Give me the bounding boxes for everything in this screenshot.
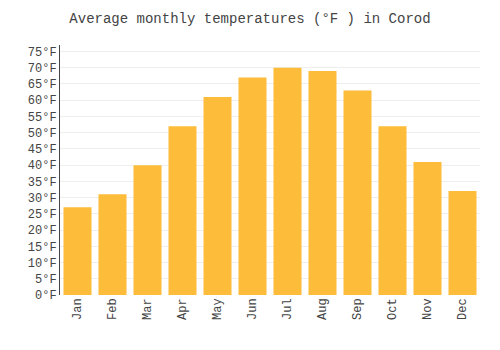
svg-text:45°F: 45°F — [28, 143, 57, 157]
svg-text:70°F: 70°F — [28, 62, 57, 76]
svg-text:Feb: Feb — [106, 298, 120, 320]
svg-text:40°F: 40°F — [28, 159, 57, 173]
svg-text:May: May — [211, 298, 225, 320]
svg-text:60°F: 60°F — [28, 94, 57, 108]
svg-text:0°F: 0°F — [35, 289, 57, 303]
svg-text:50°F: 50°F — [28, 127, 57, 141]
svg-text:25°F: 25°F — [28, 208, 57, 222]
svg-text:10°F: 10°F — [28, 257, 57, 271]
svg-text:15°F: 15°F — [28, 241, 57, 255]
svg-text:55°F: 55°F — [28, 111, 57, 125]
svg-text:Dec: Dec — [456, 298, 470, 320]
svg-text:30°F: 30°F — [28, 192, 57, 206]
svg-text:20°F: 20°F — [28, 224, 57, 238]
svg-text:Oct: Oct — [386, 298, 400, 320]
svg-text:Average monthly temperatures (: Average monthly temperatures (°F ) in Co… — [69, 11, 430, 27]
svg-text:Jan: Jan — [71, 298, 85, 320]
svg-text:Jul: Jul — [281, 298, 295, 320]
svg-text:Nov: Nov — [421, 298, 435, 320]
svg-text:5°F: 5°F — [35, 273, 57, 287]
svg-text:Aug: Aug — [316, 298, 330, 320]
svg-text:35°F: 35°F — [28, 176, 57, 190]
svg-text:Apr: Apr — [176, 298, 190, 320]
svg-text:Jun: Jun — [246, 298, 260, 320]
svg-text:Mar: Mar — [141, 298, 155, 320]
svg-text:75°F: 75°F — [28, 46, 57, 60]
svg-text:Sep: Sep — [351, 298, 365, 320]
svg-text:65°F: 65°F — [28, 78, 57, 92]
